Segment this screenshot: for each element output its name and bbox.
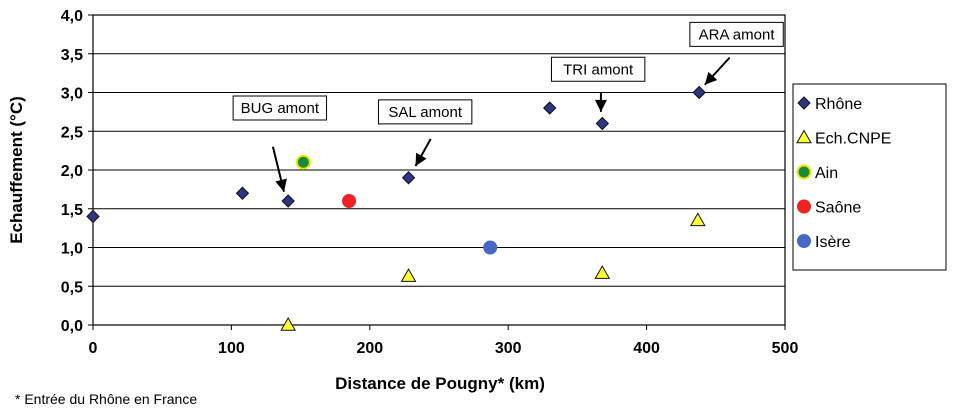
legend-marker-ech-cnpe (796, 129, 812, 144)
annotation-box (689, 21, 784, 47)
legend-label-ech-cnpe: Ech.CNPE (815, 131, 891, 148)
x-tick-label: 300 (495, 340, 522, 357)
legend-label-ain: Ain (815, 165, 838, 182)
data-point-ech-cnpe (280, 316, 297, 331)
data-point-rhone (401, 171, 416, 185)
annotation-label: ARA amont (699, 26, 776, 43)
data-point-ain (295, 154, 311, 170)
annotation-arrowhead (594, 99, 607, 112)
annotations: BUG amont SAL amont TRI amont ARA amont (232, 21, 784, 192)
data-point-rhone (235, 186, 250, 200)
data-point-rhone (86, 209, 100, 224)
legend: Rhône Ech.CNPE Ain Saône Isère (792, 83, 947, 271)
annotation-label: SAL amont (388, 104, 462, 121)
x-axis-title: Distance de Pougny* (km) (335, 374, 545, 393)
y-tick-label: 2,5 (61, 124, 83, 141)
legend-box (792, 83, 947, 271)
legend-label-saone: Saône (815, 200, 861, 217)
data-point-ech-cnpe (689, 212, 706, 227)
annotation-label: BUG amont (241, 100, 320, 117)
data-point-ech-cnpe (400, 268, 417, 282)
data-point-rhone (692, 85, 706, 100)
x-tick-label: 0 (89, 340, 98, 357)
legend-marker-ain (796, 164, 812, 180)
footnote: * Entrée du Rhône en France (15, 391, 198, 407)
grid-lines (93, 14, 785, 326)
legend-label-isere: Isère (815, 234, 851, 251)
legend-marker-isere (797, 234, 811, 248)
data-points (86, 85, 706, 331)
tick-labels: 0,0 0,5 1,0 1,5 2,0 2,5 3,0 3,5 4,0 0 100 200 300 400… (61, 8, 799, 357)
annotation-arrowhead (275, 178, 287, 192)
y-tick-label: 1,5 (61, 202, 83, 219)
x-tick-label: 500 (772, 340, 799, 357)
x-tick-label: 100 (218, 340, 245, 357)
annotation-arrowhead (704, 71, 718, 85)
annotation-arrowhead (415, 152, 427, 167)
y-tick-label: 1,0 (61, 241, 83, 258)
annotation-label: TRI amont (563, 61, 634, 78)
annotation-box (377, 99, 473, 125)
y-tick-label: 0,5 (61, 279, 83, 296)
y-tick-label: 0,0 (61, 318, 83, 335)
y-tick-label: 2,0 (61, 163, 83, 180)
axes (88, 14, 786, 330)
data-point-rhone (543, 101, 557, 115)
data-point-isere (483, 240, 498, 255)
x-tick-label: 200 (356, 340, 383, 357)
y-tick-label: 3,5 (61, 47, 83, 64)
legend-marker-rhone (797, 96, 811, 110)
y-tick-label: 4,0 (61, 8, 83, 25)
data-point-rhone (281, 194, 295, 208)
legend-label-rhone: Rhône (815, 96, 862, 113)
x-tick-label: 400 (633, 340, 660, 357)
data-point-ech-cnpe (594, 265, 611, 279)
y-axis-title: Echauffement (°C) (7, 96, 26, 244)
legend-marker-saone (797, 199, 811, 214)
data-point-rhone (595, 116, 610, 131)
annotation-box (550, 56, 646, 82)
y-tick-label: 3,0 (61, 86, 83, 103)
plot-frame (92, 14, 786, 326)
annotation-box (232, 95, 328, 121)
data-point-saone (342, 194, 357, 208)
